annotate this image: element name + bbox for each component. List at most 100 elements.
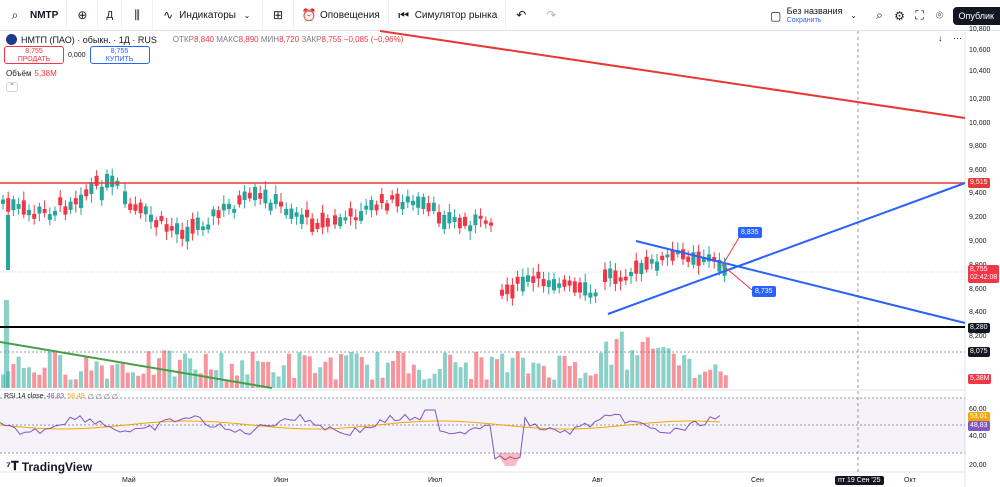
- candle-body: [369, 200, 374, 211]
- sell-label: ПРОДАТЬ: [17, 56, 51, 63]
- support-price-tag: 8,280: [968, 323, 990, 333]
- candle-body: [416, 196, 421, 208]
- interval-button[interactable]: Д: [98, 0, 123, 31]
- volume-bar: [141, 373, 146, 388]
- volume-bar: [677, 365, 681, 388]
- replay-label: Симулятор рынка: [414, 9, 498, 21]
- candle-body: [531, 276, 536, 283]
- time-axis-label: Май: [122, 477, 136, 484]
- volume-bar: [521, 357, 525, 388]
- interval-label: Д: [106, 9, 114, 21]
- volume-bar: [380, 377, 385, 388]
- rsi-legend: RSI 14 close 48,83 58,49 ∅ ∅ ∅ ∅: [4, 393, 118, 401]
- search-icon[interactable]: ⌕: [876, 8, 883, 22]
- alerts-button[interactable]: ⏰ Оповещения: [294, 0, 389, 31]
- price-axis-label: 9,000: [969, 238, 987, 245]
- undo-button[interactable]: ↶: [506, 0, 536, 31]
- collapse-legend-button[interactable]: ⌃: [6, 82, 18, 92]
- volume-price-tag: 5,38M: [968, 374, 992, 384]
- volume-bar: [203, 353, 208, 388]
- templates-button[interactable]: ⊞: [263, 0, 294, 31]
- compare-button[interactable]: ⊕: [67, 0, 99, 31]
- candle-body: [489, 222, 493, 226]
- volume-bar: [718, 371, 723, 388]
- symbol-search[interactable]: ⌕ NMTP: [0, 0, 68, 31]
- volume-bar: [209, 369, 213, 388]
- candle-body: [289, 208, 294, 219]
- volume-bar: [333, 379, 338, 388]
- candle-body: [468, 225, 473, 232]
- close-label: ЗАКР: [301, 35, 322, 44]
- volume-bar: [110, 365, 115, 388]
- volume-bar: [567, 366, 572, 388]
- chevron-down-icon: ⌄: [243, 10, 251, 20]
- fullscreen-icon[interactable]: ⛶: [915, 8, 924, 22]
- volume-bar: [505, 372, 510, 388]
- volume-bar: [687, 358, 692, 388]
- layout-save[interactable]: ▢ Без названия Сохранить ⌄: [763, 6, 867, 25]
- alarm-icon: ⏰: [301, 8, 317, 22]
- volume-bar: [391, 360, 395, 388]
- time-axis-label: Окт: [904, 477, 916, 484]
- settings-icon[interactable]: ⚙: [894, 8, 905, 23]
- candle-body: [216, 210, 221, 218]
- candle-body: [206, 224, 211, 230]
- time-axis-label: Июн: [274, 477, 289, 484]
- volume-bar: [167, 350, 172, 388]
- candle-body: [536, 271, 541, 279]
- candle-body: [681, 249, 685, 260]
- volume-bar: [281, 365, 286, 388]
- candle-body: [143, 206, 148, 215]
- candle-body: [315, 222, 320, 229]
- volume-bar: [365, 364, 369, 388]
- volume-bar: [469, 379, 473, 388]
- rsi-ma-tag: 53,01: [968, 412, 990, 422]
- redo-icon: ↷: [546, 8, 557, 22]
- volume-bar: [713, 364, 718, 388]
- price-axis-label: 8,600: [969, 286, 987, 293]
- buy-button[interactable]: 8,755 КУПИТЬ: [89, 46, 150, 64]
- volume-bar: [297, 352, 302, 388]
- candle-body: [473, 214, 478, 226]
- candle-body: [32, 213, 37, 219]
- candle-body: [359, 211, 363, 221]
- candle-body: [84, 189, 89, 197]
- candle-body: [623, 276, 628, 281]
- candle-body: [634, 260, 639, 274]
- falling-trend-line: [635, 240, 966, 324]
- chevron-down-icon: ⌄: [850, 11, 857, 20]
- candle-body: [47, 214, 52, 220]
- replay-button[interactable]: ⏮ Симулятор рынка: [389, 0, 507, 31]
- volume-bar: [609, 364, 614, 388]
- camera-icon[interactable]: ⌾: [935, 8, 944, 22]
- downtrend-line: [379, 30, 966, 119]
- volume-bar: [328, 357, 333, 388]
- candle-body: [578, 282, 582, 293]
- redo-button[interactable]: ↷: [536, 0, 566, 31]
- price-axis-label: 10,400: [969, 68, 991, 75]
- candle-body: [712, 257, 717, 262]
- buy-label: КУПИТЬ: [105, 56, 134, 63]
- candle-body: [154, 220, 159, 228]
- sell-button[interactable]: 8,755 ПРОДАТЬ: [4, 46, 64, 64]
- volume-bar: [354, 353, 359, 388]
- arrow-down-icon[interactable]: ↓: [938, 33, 943, 43]
- candle-body: [305, 209, 309, 218]
- candle-body: [16, 203, 21, 209]
- price-axis-label: 9,800: [969, 143, 987, 150]
- candle-body: [138, 202, 143, 214]
- open-label: ОТКР: [172, 35, 194, 44]
- volume-bar: [697, 374, 702, 388]
- price-axis-label: 10,600: [969, 47, 991, 54]
- volume-bar: [536, 363, 541, 388]
- volume-bar: [630, 350, 635, 388]
- volume-bar: [37, 374, 42, 388]
- volume-bar: [432, 373, 437, 388]
- indicators-button[interactable]: ∿ Индикаторы ⌄: [153, 0, 263, 31]
- publish-button[interactable]: Опублик: [952, 6, 1000, 25]
- volume-bar: [1, 374, 5, 388]
- chart-type-button[interactable]: ⫼: [122, 0, 154, 31]
- more-icon[interactable]: ⋯: [953, 33, 962, 43]
- volume-bars: [1, 300, 728, 388]
